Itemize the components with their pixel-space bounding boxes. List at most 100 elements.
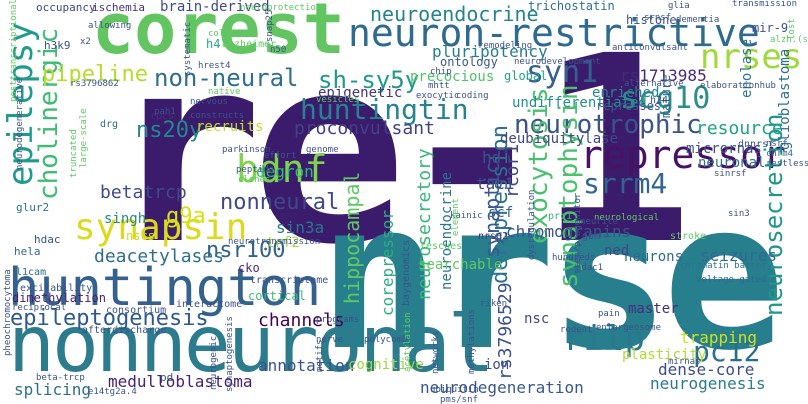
word: nervous: [190, 97, 228, 107]
word: collated: [208, 29, 252, 39]
word: nscs: [126, 229, 155, 243]
word: corest: [92, 0, 345, 70]
word: neurotransmission: [228, 237, 321, 247]
word: constructs: [190, 111, 245, 121]
word: ned: [604, 243, 630, 259]
word: betatrcp: [100, 182, 187, 203]
word: transmission: [732, 0, 798, 9]
word: rescues: [420, 241, 463, 252]
word: large-scale: [79, 108, 89, 168]
word: bdnf: [236, 147, 328, 191]
word: programs: [316, 315, 360, 325]
word: motifs: [315, 339, 325, 372]
word: alzh.(s): [770, 35, 808, 45]
word: neuron-restrictive: [348, 11, 760, 55]
word: prc1: [548, 211, 573, 222]
word: drg: [100, 119, 119, 130]
word: ontology: [440, 55, 498, 69]
word: networks: [431, 330, 441, 374]
word: element: [451, 198, 461, 236]
word: neurodevelopment: [514, 57, 601, 67]
word: rilp: [563, 319, 645, 359]
word: acetylation: [403, 312, 413, 372]
word: sh-sy5y: [318, 66, 420, 94]
word: neuroendocrine: [370, 2, 539, 26]
word: neurons: [624, 249, 684, 265]
word: dense-core: [658, 360, 755, 379]
word: rs3796862: [70, 79, 119, 89]
word: ns20y: [136, 118, 203, 143]
word: interactome: [176, 299, 243, 310]
word: enriched: [592, 85, 660, 101]
word: e14tg2a.4: [88, 387, 137, 397]
word: chromatin battery: [680, 261, 773, 271]
word: nrse: [318, 159, 785, 396]
word: brain-derived: [160, 0, 270, 15]
word: master: [628, 301, 679, 317]
word: beta-trcp: [36, 373, 85, 383]
word: nonneural: [220, 190, 340, 215]
word: glia: [668, 1, 690, 11]
word: clones: [238, 175, 271, 185]
word: srnsf: [644, 13, 672, 23]
word: trapping: [680, 328, 758, 347]
word: polycomb: [364, 335, 408, 345]
word: ischemia: [92, 1, 145, 14]
word: allowing: [88, 21, 132, 31]
word: proconvulsant: [294, 118, 435, 139]
word: histone: [626, 13, 677, 27]
word: mirnas: [668, 357, 701, 367]
word: dimethylation: [12, 291, 106, 305]
word: pain: [598, 309, 620, 319]
word: hundreds: [552, 253, 596, 263]
word: elaborationhub: [700, 81, 776, 91]
word: recruits: [196, 119, 264, 135]
word: posttranscriptional: [9, 0, 19, 102]
word: global: [504, 69, 548, 83]
word: nsc: [524, 311, 550, 327]
word: resource: [696, 118, 783, 139]
word: neuroprotection: [240, 3, 322, 13]
word: n50: [270, 45, 287, 55]
word: glur2: [16, 201, 50, 214]
word: riken: [480, 299, 508, 309]
word: hdac: [34, 233, 61, 246]
word: singh: [104, 211, 147, 227]
word: dnnrsf: [738, 139, 775, 150]
word: nrse2: [478, 231, 509, 242]
word: x2: [80, 37, 91, 47]
word: afterdischarge: [82, 325, 167, 336]
word: deacetylases: [94, 246, 225, 267]
word: plasticity: [622, 347, 707, 363]
word: enlargeosome: [596, 323, 662, 333]
word: neurite: [580, 217, 618, 227]
word: truncated: [69, 129, 79, 178]
word: neurological: [594, 213, 660, 223]
word: synaptogenesis: [225, 316, 235, 392]
word: hdac1: [576, 263, 604, 273]
word: hrest4: [198, 61, 231, 71]
word: rs1713985: [620, 66, 707, 85]
word: annotation: [258, 356, 355, 375]
word: exocytic: [416, 91, 460, 101]
word: chromogranins: [506, 222, 632, 241]
word: nerve: [316, 335, 344, 345]
word: gbm: [582, 231, 601, 242]
word: methylations: [467, 308, 477, 374]
word: scg10: [620, 81, 711, 116]
word: hd: [482, 148, 502, 167]
word: neurotrophic: [514, 110, 702, 140]
word: nsr100: [206, 238, 286, 263]
word: hela: [14, 245, 41, 258]
word: neuronal: [698, 155, 766, 171]
word: seizures: [700, 246, 778, 265]
word: pah1: [154, 107, 176, 117]
word: dysregulation: [527, 189, 537, 260]
word: neurogenic: [209, 335, 219, 390]
word: srrm4: [583, 167, 668, 200]
word: genome: [306, 145, 339, 155]
word: consortium: [106, 305, 167, 316]
word: mhtt: [428, 81, 450, 91]
word: sin3: [728, 209, 750, 219]
word: l1cam: [16, 267, 47, 278]
